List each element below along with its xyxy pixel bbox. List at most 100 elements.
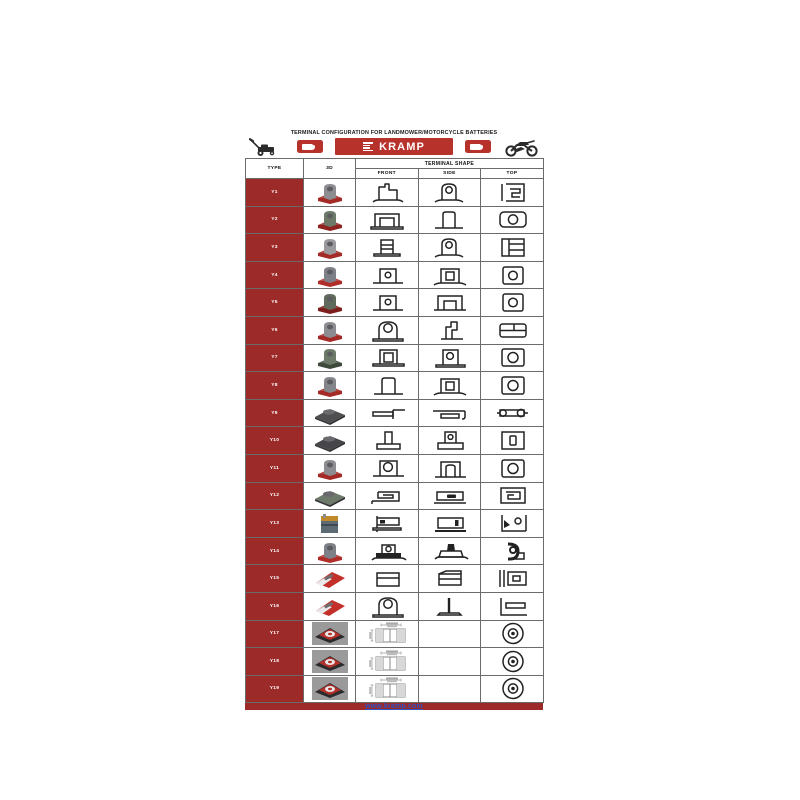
table-row: Y4 (245, 260, 544, 290)
table-row: Y19 (245, 674, 544, 704)
front-shape-cell (355, 564, 419, 593)
terminal-configuration-poster: TERMINAL CONFIGURATION FOR LANDMOWER/MOT… (245, 127, 544, 711)
front-shape-cell (355, 674, 419, 704)
website-link[interactable]: www.kramp.com (365, 703, 423, 711)
top-shape-cell (480, 453, 544, 483)
top-shape-cell (480, 233, 544, 262)
front-shape-cell (355, 481, 419, 511)
front-shape-cell (355, 453, 419, 483)
top-shape-cell (480, 647, 544, 676)
front-shape-cell (355, 178, 419, 207)
type-cell-y13[interactable]: Y13 (245, 509, 304, 538)
kramp-logo: KRAMP (335, 138, 453, 155)
type-cell-y1[interactable]: Y1 (245, 178, 304, 207)
page-title: TERMINAL CONFIGURATION FOR LANDMOWER/MOT… (290, 130, 498, 136)
type-cell-y5[interactable]: Y5 (245, 288, 304, 317)
top-shape-cell (480, 205, 544, 235)
top-shape-cell (480, 509, 544, 538)
side-shape-cell (417, 619, 482, 649)
side-shape-cell (417, 315, 482, 345)
brand-header-row: KRAMP (245, 136, 543, 158)
table-header-top: TYPE 3D TERMINAL SHAPE (245, 158, 544, 179)
header-terminal-shape: TERMINAL SHAPE (355, 158, 544, 169)
battery-icon (297, 140, 323, 153)
table-row: Y18 (245, 647, 544, 676)
top-shape-cell (480, 674, 544, 704)
top-shape-cell (480, 288, 544, 317)
table-header-sub: FRONT SIDE TOP (246, 168, 544, 179)
three-d-thumbnail (303, 564, 356, 593)
top-shape-cell (480, 315, 544, 345)
table-row: Y16 (245, 591, 544, 621)
type-cell-y11[interactable]: Y11 (245, 453, 304, 483)
three-d-thumbnail (303, 315, 356, 345)
front-shape-cell (355, 647, 419, 676)
side-shape-cell (417, 371, 482, 400)
three-d-thumbnail (303, 481, 356, 511)
side-shape-cell (417, 591, 482, 621)
three-d-thumbnail (303, 398, 356, 428)
type-cell-y6[interactable]: Y6 (245, 315, 304, 345)
lawnmower-icon (247, 137, 285, 157)
type-cell-y17[interactable]: Y17 (245, 619, 304, 649)
header-top: TOP (480, 168, 544, 179)
table-row: Y15 (245, 564, 544, 593)
front-shape-cell (355, 288, 419, 317)
header-3d: 3D (303, 158, 356, 179)
type-cell-y2[interactable]: Y2 (245, 205, 304, 235)
type-cell-y12[interactable]: Y12 (245, 481, 304, 511)
side-shape-cell (417, 481, 482, 511)
type-cell-y9[interactable]: Y9 (245, 398, 304, 428)
side-shape-cell (417, 426, 482, 455)
front-shape-cell (355, 509, 419, 538)
front-shape-cell (355, 343, 419, 373)
table-row: Y2 (245, 205, 544, 235)
type-cell-y18[interactable]: Y18 (245, 647, 304, 676)
table-row: Y5 (245, 288, 544, 317)
three-d-thumbnail (303, 205, 356, 235)
front-shape-cell (355, 205, 419, 235)
three-d-thumbnail (303, 233, 356, 262)
front-shape-cell (355, 233, 419, 262)
side-shape-cell (417, 260, 482, 290)
side-shape-cell (417, 178, 482, 207)
top-shape-cell (480, 564, 544, 593)
table-row: Y7 (245, 343, 544, 373)
type-cell-y3[interactable]: Y3 (245, 233, 304, 262)
table-body: Y1 Y2 Y3 Y4 Y5 Y6 Y7 Y8 (245, 178, 544, 704)
front-shape-cell (355, 619, 419, 649)
side-shape-cell (417, 398, 482, 428)
three-d-thumbnail (303, 647, 356, 676)
front-shape-cell (355, 260, 419, 290)
type-cell-y10[interactable]: Y10 (245, 426, 304, 455)
top-shape-cell (480, 371, 544, 400)
top-shape-cell (480, 178, 544, 207)
type-cell-y8[interactable]: Y8 (245, 371, 304, 400)
type-cell-y4[interactable]: Y4 (245, 260, 304, 290)
top-shape-cell (480, 619, 544, 649)
side-shape-cell (417, 536, 482, 566)
type-cell-y14[interactable]: Y14 (245, 536, 304, 566)
side-shape-cell (417, 647, 482, 676)
type-cell-y15[interactable]: Y15 (245, 564, 304, 593)
type-cell-y19[interactable]: Y19 (245, 674, 304, 704)
three-d-thumbnail (303, 426, 356, 455)
three-d-thumbnail (303, 509, 356, 538)
side-shape-cell (417, 453, 482, 483)
top-shape-cell (480, 481, 544, 511)
side-shape-cell (417, 288, 482, 317)
front-shape-cell (355, 315, 419, 345)
header-type: TYPE (245, 158, 304, 179)
three-d-thumbnail (303, 371, 356, 400)
table-row: Y6 (245, 315, 544, 345)
table-row: Y14 (245, 536, 544, 566)
top-shape-cell (480, 591, 544, 621)
three-d-thumbnail (303, 453, 356, 483)
type-cell-y16[interactable]: Y16 (245, 591, 304, 621)
three-d-thumbnail (303, 178, 356, 207)
type-cell-y7[interactable]: Y7 (245, 343, 304, 373)
kramp-logo-mark (363, 141, 374, 152)
terminal-table: TYPE 3D TERMINAL SHAPE FRONT SIDE TOP Y1… (245, 158, 544, 704)
three-d-thumbnail (303, 591, 356, 621)
side-shape-cell (417, 205, 482, 235)
